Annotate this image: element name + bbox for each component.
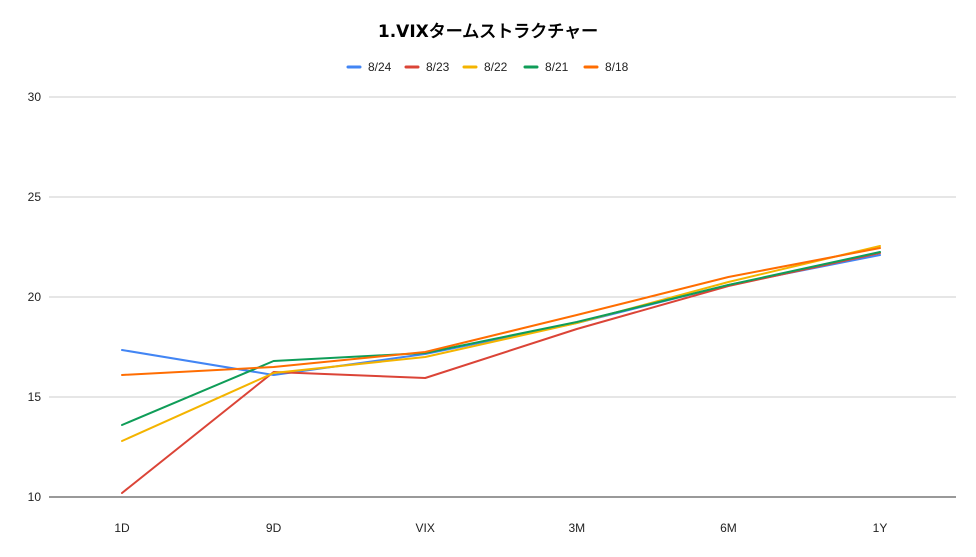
x-tick-label-1d: 1D (114, 521, 130, 535)
legend-label: 8/21 (545, 60, 569, 74)
y-tick-label-20: 20 (28, 290, 42, 304)
series-line-8-18 (121, 247, 881, 376)
x-tick-label-3m: 3M (568, 521, 585, 535)
series-line-8-22 (121, 245, 881, 442)
legend-label: 8/22 (484, 60, 508, 74)
legend-item-8-18: 8/18 (583, 60, 629, 74)
legend-label: 8/24 (368, 60, 392, 74)
x-tick-label-6m: 6M (720, 521, 737, 535)
y-tick-label-15: 15 (28, 390, 42, 404)
legend-item-8-21: 8/21 (523, 60, 569, 74)
chart-title: 1.VIXタームストラクチャー (378, 22, 598, 42)
y-axis-tick-labels: 10 15 20 25 30 (28, 90, 42, 504)
series-lines (121, 245, 881, 494)
legend-label: 8/23 (426, 60, 450, 74)
x-tick-label-9d: 9D (266, 521, 282, 535)
legend-item-8-23: 8/23 (404, 60, 450, 74)
y-tick-label-30: 30 (28, 90, 42, 104)
legend-label: 8/18 (605, 60, 629, 74)
legend-item-8-24: 8/24 (346, 60, 392, 74)
chart-legend: 8/24 8/23 8/22 8/21 8/18 (346, 60, 629, 74)
legend-item-8-22: 8/22 (462, 60, 508, 74)
series-line-8-21 (121, 251, 881, 426)
series-line-8-23 (121, 252, 881, 494)
x-tick-label-vix: VIX (416, 521, 435, 535)
y-tick-label-25: 25 (28, 190, 42, 204)
x-tick-label-1y: 1Y (873, 521, 888, 535)
y-tick-label-10: 10 (28, 490, 42, 504)
gridlines (49, 96, 956, 498)
x-axis-tick-labels: 1D 9D VIX 3M 6M 1Y (114, 521, 887, 535)
